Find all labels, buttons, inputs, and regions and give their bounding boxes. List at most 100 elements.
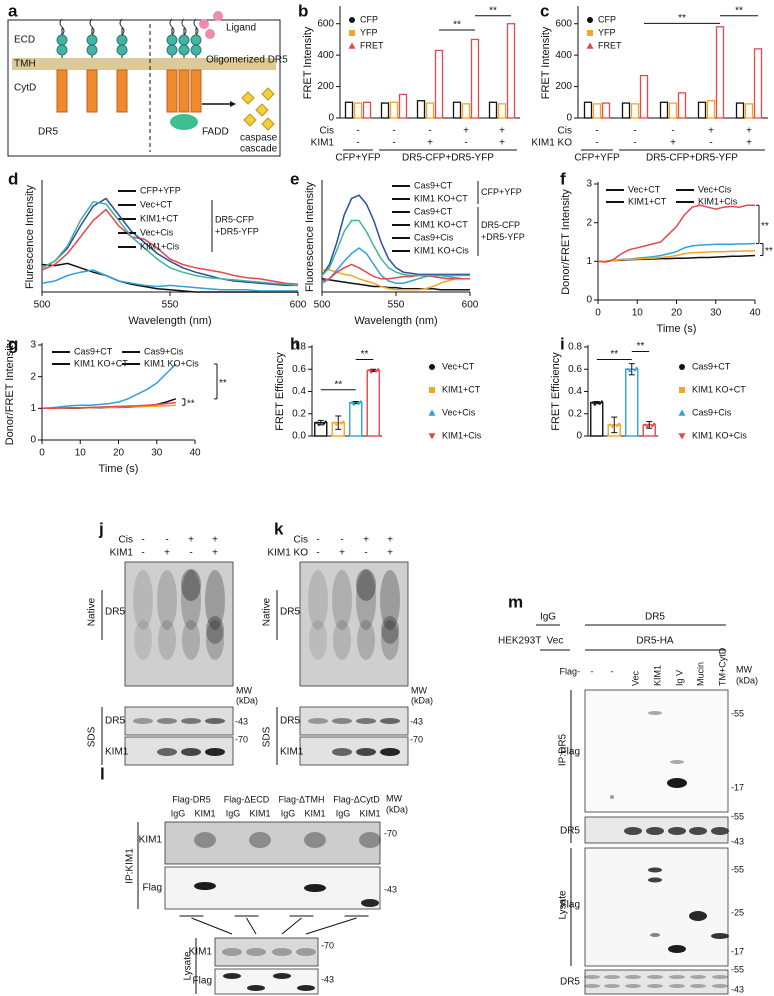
legend-label: KIM1 KO+CT	[414, 219, 468, 229]
mw-label: (kDa)	[736, 675, 758, 685]
panel-letter: f	[560, 169, 566, 188]
band	[157, 570, 177, 630]
x-tick-label: 550	[162, 300, 179, 311]
section-label: Lysate	[183, 951, 194, 981]
lane-label: KIM1	[249, 808, 270, 818]
condition-value: -	[464, 138, 467, 149]
band	[309, 620, 327, 660]
lane-label: Mucin	[695, 662, 705, 686]
y-tick-label: 0.4	[568, 386, 582, 397]
band-label: KIM1	[189, 947, 213, 958]
ip-header: IgG	[540, 612, 556, 623]
band	[158, 620, 176, 660]
lane-label: IgG	[336, 808, 351, 818]
mw-marker: -43	[410, 716, 423, 726]
panel-letter: i	[560, 334, 565, 353]
legend-label: KIM1+CT	[442, 384, 481, 394]
panel-letter: k	[274, 519, 284, 538]
bar	[601, 102, 611, 119]
data-dot	[352, 403, 355, 406]
line	[322, 269, 470, 291]
data-dot	[342, 420, 345, 423]
bar	[630, 103, 640, 119]
x-tick-label: 0	[39, 448, 45, 459]
y-tick-label: 0	[586, 295, 592, 306]
mw-marker: -25	[731, 907, 744, 917]
data-dot	[324, 420, 327, 423]
legend-marker	[586, 42, 594, 49]
ecd-tail	[59, 18, 65, 36]
cell-label: HEK293T	[498, 636, 541, 647]
condition-value: +	[427, 138, 433, 149]
group-label: CFP+YFP	[574, 153, 620, 164]
bar	[344, 101, 354, 119]
legend-label: Vec+CT	[628, 184, 661, 194]
caspase-label: cascade	[240, 144, 278, 155]
y-axis-label: Fluorescence Intensity	[304, 181, 316, 292]
legend-label: FRET	[360, 40, 384, 50]
band	[647, 984, 663, 988]
band	[584, 984, 600, 988]
band	[380, 718, 400, 724]
band	[356, 748, 376, 756]
band-label: DR5	[105, 716, 125, 727]
y-tick-label: 0	[566, 113, 572, 124]
condition-value: -	[141, 548, 144, 559]
y-axis-label: FRET Intensity	[540, 26, 552, 99]
data-dot	[350, 401, 353, 404]
group-label: CFP+YFP	[335, 153, 381, 164]
condition-value: +	[499, 126, 505, 137]
condition-value: +	[212, 535, 218, 546]
lane-label: -	[611, 666, 614, 676]
panel-letter: b	[298, 1, 308, 20]
legend-marker	[349, 30, 355, 36]
band	[246, 948, 266, 956]
x-tick-label: 500	[34, 300, 51, 311]
y-tick-label: 0	[30, 435, 36, 446]
y-tick-label: 400	[317, 50, 334, 61]
data-dot	[626, 368, 629, 371]
data-dot	[611, 425, 614, 429]
ligand	[213, 11, 223, 21]
lane-label: KIM1	[194, 808, 215, 818]
bar	[488, 101, 498, 119]
sig-mark: **	[637, 341, 645, 352]
condition-value: +	[499, 138, 505, 149]
condition-value: -	[595, 126, 598, 137]
legend-marker	[428, 409, 436, 416]
band	[381, 620, 399, 660]
data-dot	[646, 425, 649, 429]
condition-label: Cis	[119, 535, 133, 546]
lane-label: TM+CytD	[717, 647, 727, 686]
band	[222, 948, 242, 956]
band	[194, 882, 216, 890]
condition-label: Cis	[558, 126, 572, 137]
y-tick-label: 0.6	[568, 364, 582, 375]
band	[690, 984, 706, 988]
lane-label: KIM1	[652, 665, 662, 686]
y-tick-label: 0.6	[292, 364, 306, 375]
connector	[305, 917, 357, 935]
band	[206, 620, 224, 660]
panel-letter: c	[540, 1, 549, 20]
lane-label: KIM1	[304, 808, 325, 818]
x-tick-label: 20	[671, 308, 683, 319]
bar	[639, 74, 649, 119]
data-dot	[633, 369, 636, 372]
section-label: IP:DR5	[558, 733, 569, 766]
condition-label: KIM1 KO	[531, 138, 572, 149]
band	[380, 570, 400, 630]
ecd-tail	[89, 18, 95, 36]
data-dot	[370, 371, 373, 374]
legend-label: KIM1 KO+CT	[414, 193, 468, 203]
band	[604, 975, 620, 979]
legend-label: KIM1+Cis	[442, 430, 482, 440]
band	[356, 570, 376, 630]
condition-value: +	[164, 548, 170, 559]
ecd-tail	[181, 18, 187, 36]
x-axis-label: Wavelength (nm)	[354, 315, 437, 327]
bar	[668, 102, 678, 119]
ecd-tail	[119, 18, 125, 36]
bar	[697, 101, 707, 119]
